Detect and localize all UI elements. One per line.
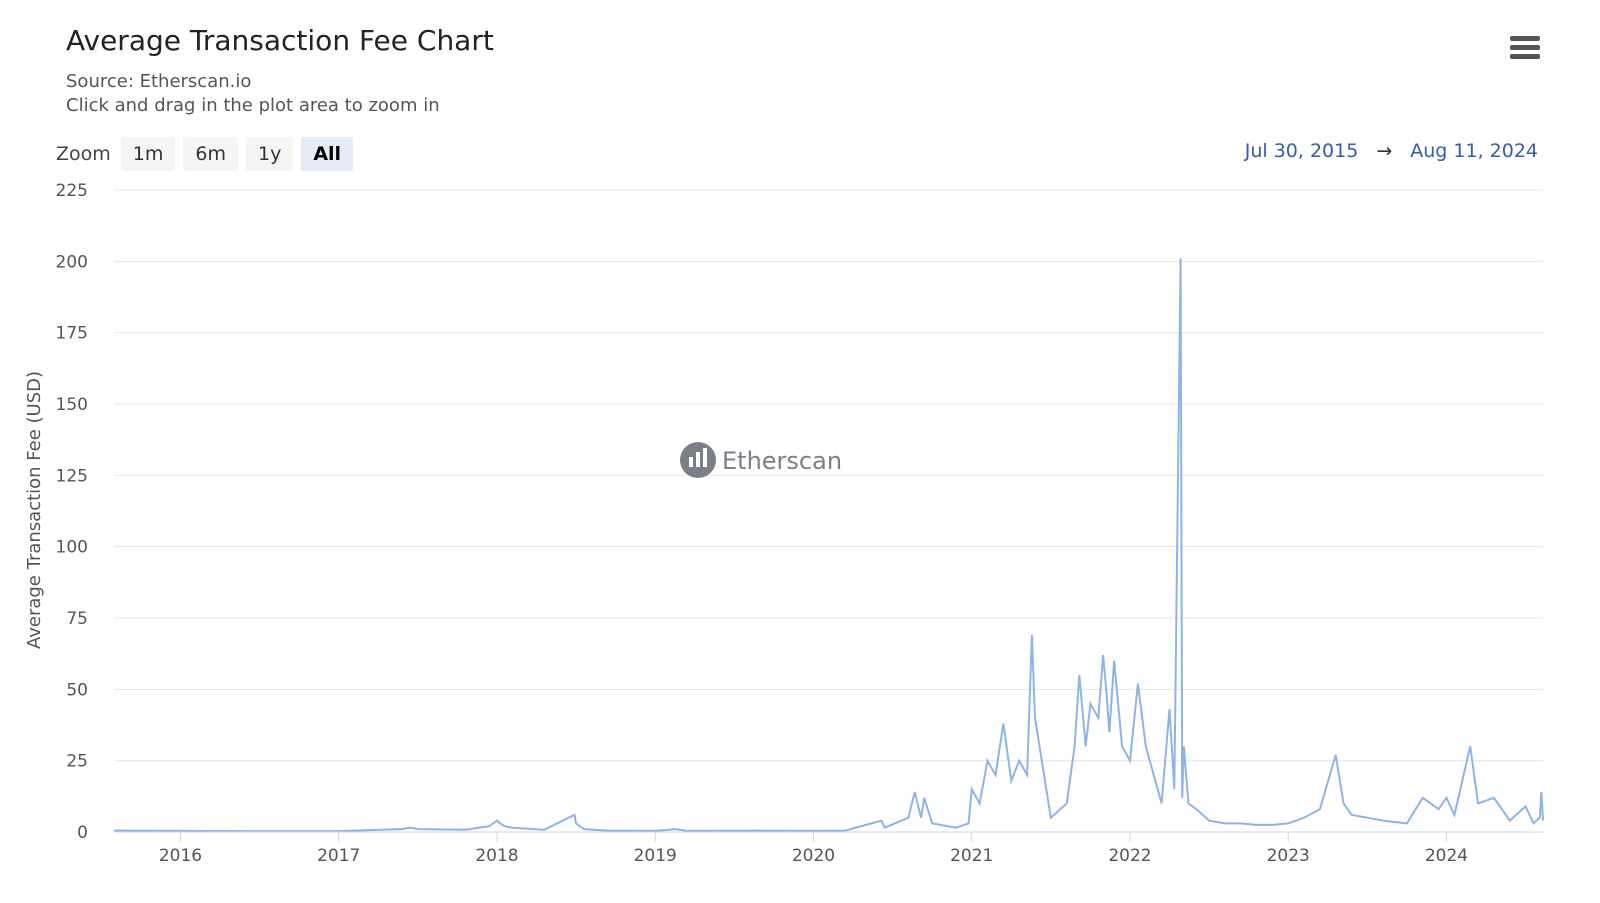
x-tick-label: 2018 xyxy=(475,846,518,866)
fee-line-series xyxy=(113,258,1544,833)
x-tick-label: 2022 xyxy=(1108,846,1151,866)
x-tick-label: 2021 xyxy=(950,846,993,866)
x-tick-label: 2023 xyxy=(1267,846,1310,866)
y-tick-label: 75 xyxy=(66,609,88,629)
zoom-label: Zoom xyxy=(56,143,111,165)
x-tick-label: 2016 xyxy=(159,846,202,866)
x-tick-label: 2024 xyxy=(1425,846,1468,866)
subtitle-source: Source: Etherscan.io xyxy=(66,71,252,92)
chart-title: Average Transaction Fee Chart xyxy=(66,24,494,57)
subtitle-hint: Click and drag in the plot area to zoom … xyxy=(66,95,440,116)
range-to[interactable]: Aug 11, 2024 xyxy=(1410,140,1538,162)
y-tick-label: 25 xyxy=(66,752,88,772)
y-axis-label: Average Transaction Fee (USD) xyxy=(24,371,45,649)
y-tick-label: 225 xyxy=(56,181,88,201)
y-tick-label: 50 xyxy=(66,680,88,700)
range-from[interactable]: Jul 30, 2015 xyxy=(1244,140,1359,162)
range-arrow: → xyxy=(1376,140,1393,162)
chart-subtitle: Source: Etherscan.io Click and drag in t… xyxy=(66,70,440,118)
y-tick-label: 200 xyxy=(56,252,88,272)
zoom-controls: Zoom 1m 6m 1y All xyxy=(56,136,354,172)
zoom-1y-button[interactable]: 1y xyxy=(246,137,294,171)
watermark: Etherscan xyxy=(680,442,842,478)
x-tick-label: 2020 xyxy=(792,846,835,866)
date-range: Jul 30, 2015 → Aug 11, 2024 xyxy=(1245,140,1538,162)
zoom-1m-button[interactable]: 1m xyxy=(120,137,176,171)
x-tick-label: 2017 xyxy=(317,846,360,866)
hamburger-menu-icon[interactable] xyxy=(1510,36,1540,62)
watermark-text: Etherscan xyxy=(722,447,842,475)
y-tick-label: 100 xyxy=(56,538,88,558)
y-tick-label: 0 xyxy=(77,823,88,843)
y-tick-label: 125 xyxy=(56,466,88,486)
x-tick-label: 2019 xyxy=(634,846,677,866)
y-tick-label: 175 xyxy=(56,324,88,344)
y-tick-label: 150 xyxy=(56,395,88,415)
zoom-all-button[interactable]: All xyxy=(301,137,354,171)
zoom-6m-button[interactable]: 6m xyxy=(183,137,238,171)
